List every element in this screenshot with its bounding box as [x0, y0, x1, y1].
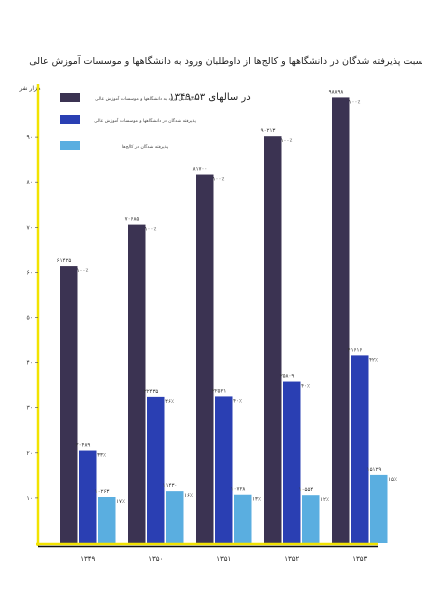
bar: [370, 474, 388, 543]
value-label: ۲۰۴۸۹: [76, 443, 91, 449]
y-tick-label: ۲۰: [27, 450, 33, 457]
bar: [196, 174, 214, 543]
percent-label: ۱۰۰٪: [349, 99, 361, 105]
value-label: ۳۲۵۲۱: [212, 388, 227, 394]
bar: [166, 491, 184, 543]
legend-swatch: [60, 115, 80, 124]
bars: ۶۱۴۲۵ ۱۰۰٪ ۲۰۴۸۹ ۳۳٪ ۱۰۲۶۳ ۱۷٪ ۱۳۴۹ ۷۰۶۸۵ ۱۰۰٪ ۳۲…: [57, 89, 397, 563]
value-label: ۳۵۸۰۹: [280, 374, 295, 380]
bar: [147, 396, 165, 543]
value-label: ۴۱۶۱۶: [348, 347, 363, 353]
value-label: ۸۱۷۰۰: [193, 167, 208, 173]
legend-swatch: [60, 93, 80, 102]
chart-title: نسبت پذیرفته شدگان در دانشگاهها و کالج‌ه…: [29, 54, 422, 67]
x-tick-label: ۱۳۴۹: [80, 555, 95, 563]
legend-label: داوطلبان ورود به دانشگاهها و موسسات آموز…: [95, 95, 195, 102]
y-tick-label: ۹۰: [27, 134, 33, 141]
bar: [60, 266, 78, 543]
y-tick-label: ۸۰: [27, 179, 33, 186]
percent-label: ۱۳٪: [252, 497, 261, 503]
value-label: ۱۱۴۳۰: [163, 483, 178, 489]
axes: ۱۰ ۲۰ ۳۰ ۴۰ ۵۰ ۶۰ ۷۰ ۸۰ ۹۰: [27, 84, 378, 548]
legend-swatch: [60, 141, 80, 150]
bar: [332, 97, 350, 544]
y-tick-label: ۵۰: [27, 315, 33, 322]
percent-label: ۴۲٪: [369, 357, 378, 363]
percent-label: ۱۶٪: [184, 493, 193, 499]
percent-label: ۱۲٪: [320, 497, 329, 503]
y-tick-label: ۱۰: [27, 495, 33, 502]
value-label: ۱۰۲۶۳: [95, 489, 110, 495]
legend-label: پذیرفته شدگان در دانشگاهها و موسسات آموز…: [94, 117, 196, 124]
percent-label: ۱۰۰٪: [213, 177, 225, 183]
value-label: ۱۵۱۲۹: [367, 467, 382, 473]
bar: [302, 495, 320, 543]
x-tick-label: ۱۳۵۰: [148, 555, 163, 563]
percent-label: ۱۰۰٪: [281, 138, 293, 144]
x-tick-label: ۱۳۵۲: [284, 555, 299, 563]
bar: [79, 450, 97, 543]
percent-label: ۱۵٪: [388, 477, 397, 483]
chart-subtitle: در سالهای ۵۳-۱۳۴۹: [169, 92, 250, 103]
percent-label: ۱۰۰٪: [77, 268, 89, 274]
x-tick-label: ۱۳۵۳: [352, 555, 367, 563]
y-tick-label: ۶۰: [27, 269, 33, 276]
percent-label: ۱۰۰٪: [145, 227, 157, 233]
percent-label: ۴۰٪: [233, 398, 242, 404]
value-label: ۳۲۴۳۵: [144, 389, 159, 395]
value-label: ۷۰۶۸۵: [125, 217, 140, 223]
x-tick-label: ۱۳۵۱: [216, 555, 231, 563]
bar: [98, 496, 116, 543]
bar: [351, 355, 369, 543]
legend-label: پذیرفته شدگان در کالج‌ها: [122, 143, 169, 150]
y-axis-label: هزار نفر: [19, 85, 41, 92]
bar: [283, 381, 301, 543]
y-tick-label: ۳۰: [27, 405, 33, 412]
value-label: ۹۰۲۱۳: [261, 128, 276, 134]
value-label: ۶۱۴۲۵: [57, 258, 72, 264]
percent-label: ۴۰٪: [301, 384, 310, 390]
bar: [128, 224, 146, 543]
percent-label: ۱۷٪: [116, 499, 125, 505]
percent-label: ۳۳٪: [97, 453, 106, 459]
bar: [234, 494, 252, 543]
value-label: ۱۰۷۲۸: [231, 487, 246, 493]
percent-label: ۴۶٪: [165, 399, 174, 405]
y-tick-label: ۴۰: [27, 360, 33, 367]
legend: داوطلبان ورود به دانشگاهها و موسسات آموز…: [60, 93, 197, 150]
bar: [215, 396, 233, 543]
value-label: ۱۰۵۵۴: [299, 487, 314, 493]
value-label: ۹۸۸۹۸: [329, 89, 344, 95]
bar: [264, 136, 282, 543]
y-tick-label: ۷۰: [27, 224, 33, 231]
